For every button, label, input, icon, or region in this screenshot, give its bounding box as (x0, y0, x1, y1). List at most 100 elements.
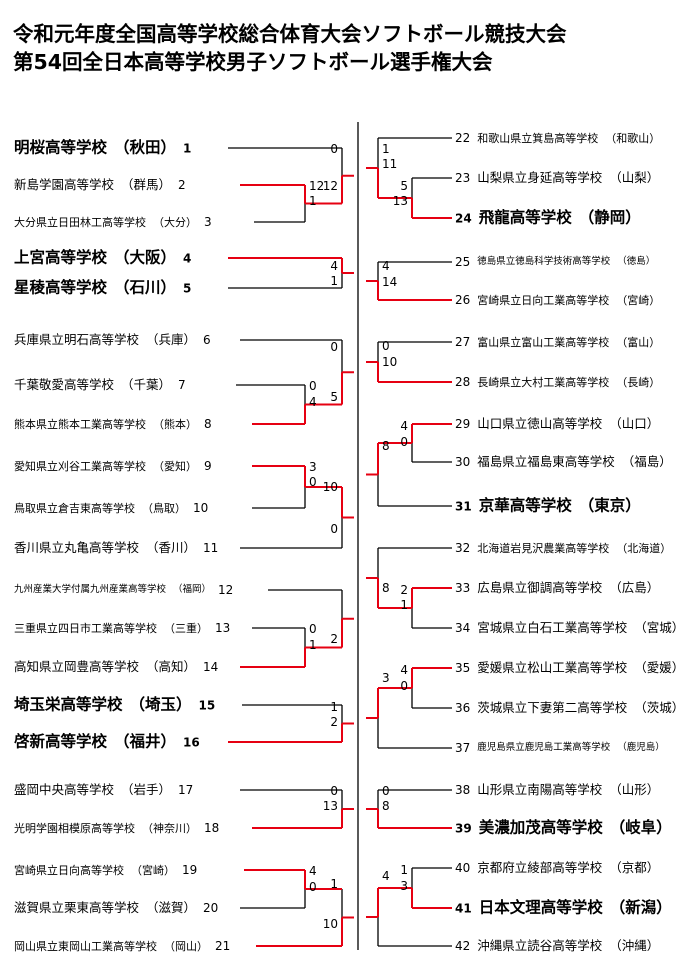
team-row: 33 広島県立御調高等学校 （広島） (455, 581, 659, 595)
team-prefecture: （福島） (621, 453, 672, 469)
team-number: 26 (455, 293, 471, 307)
score-label: 12 (323, 179, 338, 193)
team-number: 14 (203, 660, 219, 674)
team-prefecture: （新潟） (609, 898, 672, 917)
team-prefecture: （鹿児島） (617, 742, 665, 754)
team-number: 37 (455, 741, 471, 755)
team-name: 愛知県立刈谷工業高等学校 (14, 459, 146, 473)
score-label: 14 (382, 275, 397, 289)
team-row: 27 富山県立富山工業高等学校 （富山） (455, 336, 660, 348)
team-prefecture: （秋田） (114, 138, 177, 157)
team-number: 23 (455, 171, 471, 185)
winner-path-lines (228, 167, 452, 947)
score-label: 3 (382, 671, 390, 685)
score-label: 0 (309, 622, 317, 636)
score-label: 4 (382, 869, 390, 883)
score-label: 0 (330, 522, 338, 536)
team-row: 九州産業大学付属九州産業高等学校 （福岡） 12 (14, 584, 233, 596)
team-prefecture: （岐阜） (609, 818, 672, 837)
team-prefecture: （長崎） (616, 375, 661, 389)
team-name: 宮崎県立日向工業高等学校 (477, 293, 610, 307)
score-label: 0 (330, 142, 338, 156)
team-row: 24 飛龍高等学校 （静岡） (455, 210, 641, 226)
team-number: 27 (455, 335, 471, 349)
team-name: 三重県立四日市工業高等学校 (14, 621, 157, 635)
team-row: 40 京都府立綾部高等学校 （京都） (455, 859, 660, 875)
team-name: 九州産業大学付属九州産業高等学校 (14, 584, 167, 596)
team-number: 6 (203, 333, 211, 347)
team-row: 愛知県立刈谷工業高等学校 （愛知） 9 (14, 460, 212, 472)
team-prefecture: （山梨） (609, 169, 660, 185)
team-row: 23 山梨県立身延高等学校 （山梨） (455, 169, 660, 185)
team-row: 35 愛媛県立松山工業高等学校 （愛媛） (455, 659, 685, 675)
team-number: 42 (455, 939, 471, 953)
team-number: 30 (455, 455, 471, 469)
team-number: 33 (455, 581, 471, 595)
team-row: 42 沖縄県立読谷高等学校 （沖縄） (455, 937, 659, 953)
team-name: 長崎県立大村工業高等学校 (477, 375, 610, 389)
team-prefecture: （京都） (609, 859, 660, 875)
score-label: 4 (309, 395, 317, 409)
team-name: 日本文理高等学校 (478, 898, 603, 917)
team-name: 千葉敬愛高等学校 (14, 376, 115, 392)
team-name: 美濃加茂高等学校 (478, 818, 603, 837)
team-prefecture: （宮崎） (616, 293, 661, 307)
team-prefecture: （徳島） (617, 256, 656, 268)
score-label: 3 (400, 879, 408, 893)
team-number: 21 (215, 939, 231, 953)
team-prefecture: （岡山） (164, 939, 208, 953)
team-number: 17 (178, 783, 194, 797)
score-label: 4 (400, 663, 408, 677)
score-label: 2 (330, 632, 338, 646)
score-label: 1 (330, 877, 338, 891)
team-number: 29 (455, 417, 471, 431)
team-name: 明桜高等学校 (14, 138, 108, 157)
team-name: 滋賀県立栗東高等学校 (14, 899, 140, 915)
team-number: 3 (204, 215, 212, 229)
team-prefecture: （石川） (114, 278, 177, 297)
team-name: 宮城県立白石工業高等学校 (477, 619, 628, 635)
team-prefecture: （高知） (146, 658, 197, 674)
score-label: 4 (382, 259, 390, 273)
team-name: 新島学園高等学校 (14, 176, 115, 192)
team-prefecture: （福井） (114, 732, 177, 751)
team-number: 11 (203, 541, 219, 555)
team-number: 20 (203, 901, 219, 915)
team-name: 山形県立南陽高等学校 (477, 781, 603, 797)
score-label: 10 (323, 917, 338, 931)
team-prefecture: （山口） (609, 415, 660, 431)
team-number: 19 (182, 863, 198, 877)
team-number: 24 (455, 211, 472, 225)
score-label: 4 (330, 259, 338, 273)
team-row: 三重県立四日市工業高等学校 （三重） 13 (14, 622, 230, 634)
team-number: 34 (455, 621, 471, 635)
team-row: 埼玉栄高等学校 （埼玉） 15 (14, 697, 215, 713)
team-prefecture: （茨城） (634, 699, 685, 715)
team-name: 山口県立徳山高等学校 (477, 415, 603, 431)
team-row: 高知県立岡豊高等学校 （高知） 14 (14, 658, 219, 674)
team-name: 啓新高等学校 (14, 732, 108, 751)
score-label: 10 (323, 480, 338, 494)
score-label: 0 (400, 435, 408, 449)
team-row: 36 茨城県立下妻第二高等学校 （茨城） (455, 699, 685, 715)
team-prefecture: （愛知） (153, 459, 197, 473)
score-label: 0 (309, 379, 317, 393)
team-name: 茨城県立下妻第二高等学校 (477, 699, 628, 715)
score-label: 2 (330, 715, 338, 729)
score-label: 12 (309, 179, 324, 193)
team-name: 沖縄県立読谷高等学校 (477, 937, 603, 953)
team-name: 愛媛県立松山工業高等学校 (477, 659, 628, 675)
team-name: 盛岡中央高等学校 (14, 781, 115, 797)
team-name: 鹿児島県立鹿児島工業高等学校 (477, 742, 611, 754)
score-label: 8 (382, 439, 390, 453)
score-label: 4 (309, 864, 317, 878)
team-number: 5 (183, 281, 192, 295)
team-row: 30 福島県立福島東高等学校 （福島） (455, 453, 672, 469)
team-name: 上宮高等学校 (14, 248, 108, 267)
team-prefecture: （愛媛） (634, 659, 685, 675)
team-prefecture: （神奈川） (142, 821, 197, 835)
team-row: 大分県立日田林工高等学校 （大分） 3 (14, 216, 212, 228)
score-label: 13 (393, 194, 408, 208)
team-row: 41 日本文理高等学校 （新潟） (455, 900, 672, 916)
